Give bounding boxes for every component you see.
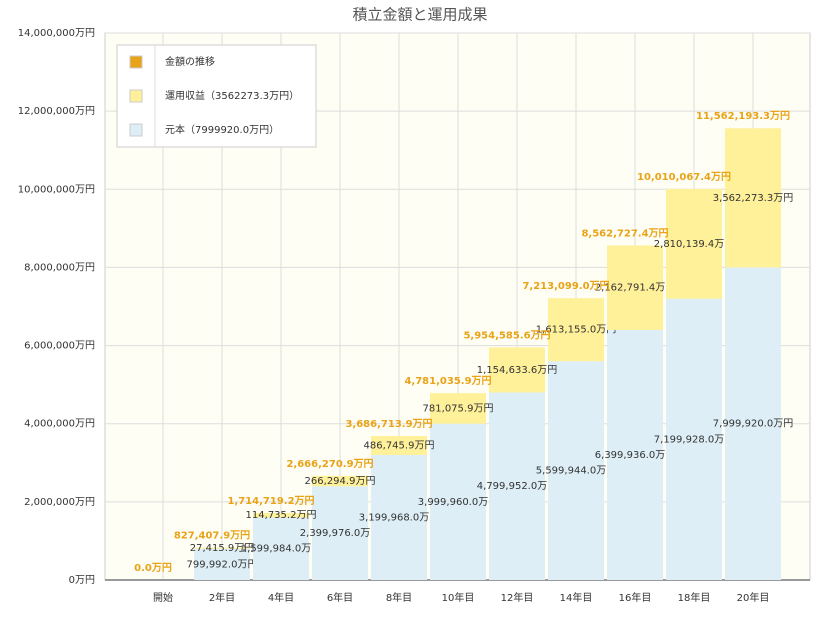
- y-tick-label: 8,000,000万円: [24, 262, 95, 273]
- legend-swatch: [129, 55, 143, 69]
- bar-label: 2,399,976.0万円: [300, 528, 380, 539]
- x-tick-label: 20年目: [737, 591, 770, 604]
- legend-swatch: [129, 89, 143, 103]
- bar-segment: [194, 548, 250, 580]
- bar-label: 114,735.2万円: [246, 510, 317, 521]
- x-tick-label: 開始: [153, 591, 173, 604]
- total-label: 827,407.9万円: [174, 530, 250, 542]
- legend-box: [116, 44, 317, 148]
- total-label: 4,781,035.9万円: [404, 375, 491, 387]
- y-tick-label: 2,000,000万円: [24, 497, 95, 508]
- total-label: 10,010,067.4万円: [637, 171, 731, 183]
- bar-label: 3,999,960.0万円: [418, 497, 498, 508]
- bar-label: 27,415.9万円: [190, 543, 255, 554]
- total-label: 7,213,099.0万円: [522, 280, 609, 292]
- total-label: 2,666,270.9万円: [286, 458, 373, 470]
- bar-segment: [430, 393, 486, 424]
- bar-label: 781,075.9万円: [423, 403, 494, 414]
- bar-label: 486,745.9万円: [364, 440, 435, 451]
- bar-label: 799,992.0万円: [187, 559, 258, 570]
- total-label: 11,562,193.3万円: [696, 110, 790, 122]
- x-tick-label: 4年目: [268, 591, 294, 604]
- x-tick-label: 2年目: [209, 591, 235, 604]
- bar-segment: [371, 435, 427, 455]
- legend-label: 元本（7999920.0万円）: [165, 123, 279, 136]
- bar-segment: [607, 245, 663, 330]
- x-tick-label: 16年目: [619, 591, 652, 604]
- bar-segment: [253, 513, 309, 518]
- bar-segment: [666, 188, 722, 299]
- x-tick-label: 18年目: [678, 591, 711, 604]
- bar-segment: [194, 547, 250, 549]
- legend-swatch: [129, 123, 143, 137]
- bar-segment: [725, 267, 781, 580]
- bar-segment: [312, 486, 368, 580]
- bar-label: 3,199,968.0万円: [359, 512, 439, 523]
- x-tick-label: 14年目: [560, 591, 593, 604]
- bar-segment: [430, 423, 486, 580]
- y-tick-label: 10,000,000万円: [18, 184, 95, 195]
- bar-label: 7,999,920.0万円: [713, 419, 793, 430]
- bar-label: 6,399,936.0万円: [595, 450, 675, 461]
- bar-label: 1,599,984.0万円: [241, 544, 321, 555]
- x-tick-label: 12年目: [501, 591, 534, 604]
- bar-label: 2,810,139.4万円: [654, 239, 734, 250]
- bar-label: 5,599,944.0万円: [536, 466, 616, 477]
- bar-label: 2,162,791.4万円: [595, 283, 675, 294]
- bar-label: 266,294.9万円: [305, 476, 376, 487]
- y-tick-label: 12,000,000万円: [18, 106, 95, 117]
- bar-label: 4,799,952.0万円: [477, 481, 557, 492]
- bar-segment: [607, 329, 663, 580]
- total-label: 8,562,727.4万円: [581, 227, 668, 239]
- bar-label: 1,613,155.0万円: [536, 325, 616, 336]
- x-tick-label: 6年目: [327, 591, 353, 604]
- bar-segment: [725, 128, 781, 268]
- total-label: 3,686,713.9万円: [345, 418, 432, 430]
- total-label: 0.0万円: [134, 562, 172, 574]
- legend-label: 金額の推移: [165, 55, 215, 68]
- total-label: 1,714,719.2万円: [227, 495, 314, 507]
- y-tick-label: 4,000,000万円: [24, 419, 95, 430]
- bar-label: 7,199,928.0万円: [654, 434, 734, 445]
- bar-segment: [666, 298, 722, 580]
- bar-segment: [312, 475, 368, 487]
- bar-segment: [253, 517, 309, 580]
- bar-label: 1,154,633.6万円: [477, 365, 557, 376]
- bar-segment: [548, 361, 604, 580]
- bar-segment: [371, 454, 427, 580]
- y-tick-label: 14,000,000万円: [18, 28, 95, 39]
- bar-label: 3,562,273.3万円: [713, 193, 793, 204]
- y-tick-label: 6,000,000万円: [24, 341, 95, 352]
- bar-segment: [489, 392, 545, 580]
- legend-label: 運用収益（3562273.3万円）: [165, 89, 299, 102]
- x-tick-label: 10年目: [442, 591, 475, 604]
- bar-segment: [548, 298, 604, 362]
- bar-segment: [489, 347, 545, 393]
- y-tick-label: 0万円: [69, 575, 95, 586]
- total-label: 5,954,585.6万円: [463, 329, 550, 341]
- chart-title: 積立金額と運用成果: [352, 6, 487, 24]
- x-tick-label: 8年目: [386, 591, 412, 604]
